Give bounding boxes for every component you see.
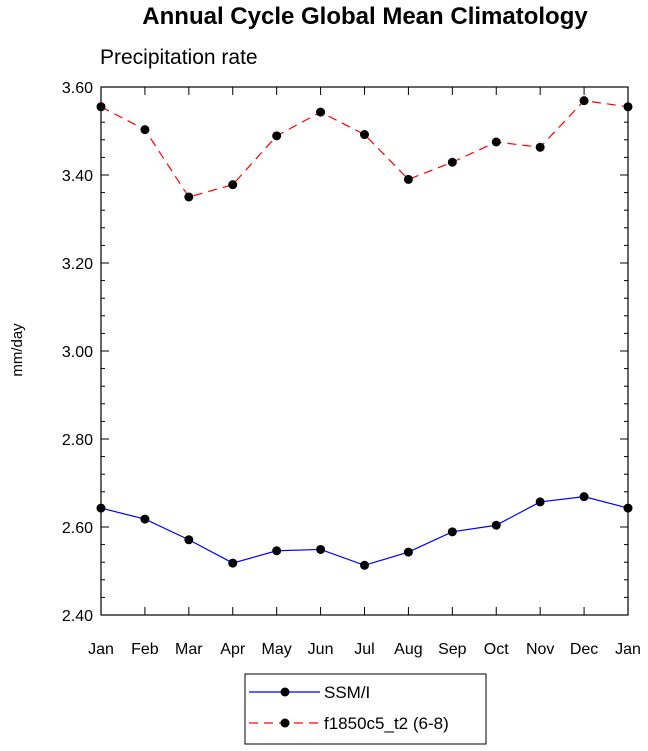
data-point-series-0 xyxy=(272,546,282,556)
y-axis-label: mm/day xyxy=(9,323,26,377)
series-line-0 xyxy=(100,496,629,566)
x-tick-label: Jan xyxy=(615,641,641,658)
legend-marker-model xyxy=(280,718,290,728)
data-point-series-1 xyxy=(447,157,457,167)
legend-box xyxy=(244,673,487,745)
y-tick-label: 2.80 xyxy=(62,432,93,449)
y-tick-label: 3.00 xyxy=(62,344,93,361)
x-tick-label: Sep xyxy=(438,641,467,658)
x-tick-label: Jul xyxy=(354,641,374,658)
legend-label-model: f1850c5_t2 (6-8) xyxy=(324,714,449,733)
data-point-series-1 xyxy=(579,96,589,106)
data-point-series-0 xyxy=(579,492,589,502)
data-point-series-0 xyxy=(316,544,326,554)
series-lines xyxy=(100,100,629,566)
x-tick-label: Aug xyxy=(394,641,422,658)
data-point-series-1 xyxy=(140,125,150,135)
legend-marker-ssmi xyxy=(280,687,290,697)
data-point-series-0 xyxy=(491,520,501,530)
axes: 2.40 2.60 2.80 3.00 3.20 3.40 3.60 Jan Feb Mar Apr… xyxy=(62,80,641,658)
data-point-series-1 xyxy=(403,174,413,184)
data-point-series-0 xyxy=(403,547,413,557)
series-line-1 xyxy=(100,100,629,198)
x-tick-label: Feb xyxy=(131,641,159,658)
legend-item-ssmi: SSM/I xyxy=(249,683,370,702)
data-point-series-0 xyxy=(140,514,150,524)
y-tick-label: 3.20 xyxy=(62,256,93,273)
data-point-series-0 xyxy=(535,497,545,507)
data-point-series-1 xyxy=(96,102,106,112)
data-point-series-0 xyxy=(447,527,457,537)
data-point-series-1 xyxy=(360,130,369,140)
x-tick-label: Jan xyxy=(88,641,114,658)
legend-item-model: f1850c5_t2 (6-8) xyxy=(249,714,449,733)
data-point-series-0 xyxy=(184,535,194,545)
data-point-series-1 xyxy=(184,192,194,202)
data-point-series-0 xyxy=(623,503,633,513)
data-point-series-1 xyxy=(491,137,501,147)
y-tick-label: 2.60 xyxy=(62,520,93,537)
data-point-series-1 xyxy=(535,142,545,152)
y-tick-label: 3.60 xyxy=(62,80,93,97)
y-tick-label: 2.40 xyxy=(62,608,93,625)
legend-label-ssmi: SSM/I xyxy=(324,683,370,702)
chart-title: Annual Cycle Global Mean Climatology xyxy=(142,3,588,30)
data-point-series-1 xyxy=(272,131,282,141)
x-tick-label: May xyxy=(262,641,292,658)
data-point-series-1 xyxy=(228,180,238,190)
x-tick-label: Apr xyxy=(220,641,246,658)
x-tick-label: Dec xyxy=(570,641,598,658)
data-point-series-1 xyxy=(623,102,633,112)
data-point-series-1 xyxy=(316,107,326,117)
y-tick-label: 3.40 xyxy=(62,168,93,185)
chart-subtitle: Precipitation rate xyxy=(100,46,258,69)
series-points xyxy=(96,96,633,570)
data-point-series-0 xyxy=(228,558,238,568)
data-point-series-0 xyxy=(360,560,369,570)
x-tick-label: Mar xyxy=(175,641,203,658)
data-point-series-0 xyxy=(96,503,106,513)
x-tick-label: Nov xyxy=(526,641,554,658)
x-tick-label: Jun xyxy=(308,641,334,658)
x-tick-label: Oct xyxy=(484,641,509,658)
